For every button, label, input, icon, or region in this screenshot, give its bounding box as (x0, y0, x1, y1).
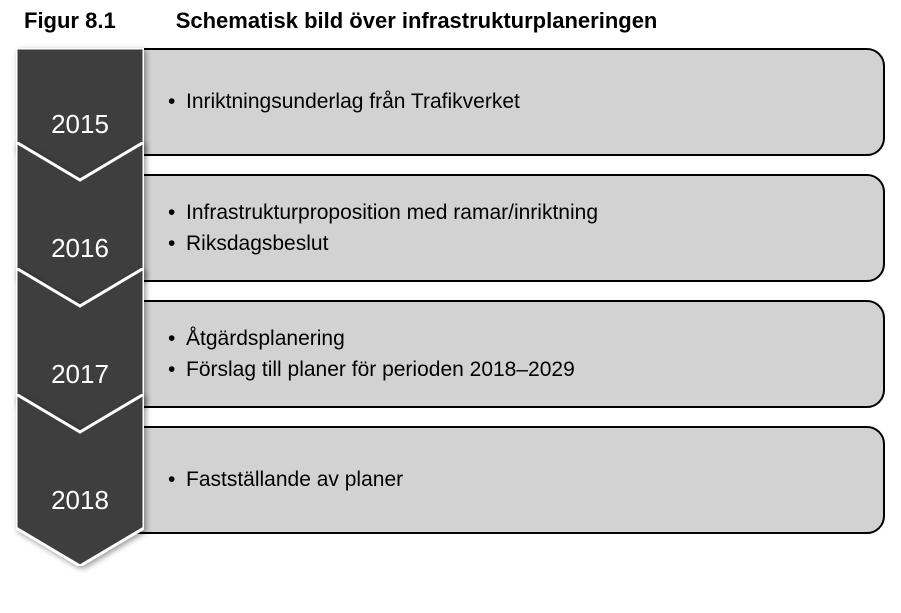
step-item: Förslag till planer för perioden 2018–20… (168, 354, 859, 386)
figure-title: Schematisk bild över infrastrukturplaner… (176, 8, 658, 34)
flow-step: 2016 Infrastrukturproposition med ramar/… (16, 174, 885, 282)
step-item: Riksdagsbeslut (168, 228, 859, 260)
flow-step: 2018 Fastställande av planer (16, 426, 885, 534)
year-label: 2017 (51, 359, 109, 389)
step-content: Inriktningsunderlag från Trafikverket (122, 48, 885, 156)
year-label: 2018 (51, 485, 109, 515)
year-chevron: 2016 (16, 174, 144, 282)
step-content: Åtgärdsplanering Förslag till planer för… (122, 300, 885, 408)
figure-label: Figur 8.1 (24, 8, 116, 34)
year-chevron: 2015 (16, 48, 144, 156)
figure-header: Figur 8.1 Schematisk bild över infrastru… (16, 8, 885, 34)
year-label: 2016 (51, 233, 109, 263)
step-item: Infrastrukturproposition med ramar/inrik… (168, 197, 859, 229)
step-item: Inriktningsunderlag från Trafikverket (168, 86, 859, 118)
year-chevron: 2017 (16, 300, 144, 408)
step-content: Fastställande av planer (122, 426, 885, 534)
year-label: 2015 (51, 109, 109, 139)
step-item: Fastställande av planer (168, 464, 859, 496)
step-content: Infrastrukturproposition med ramar/inrik… (122, 174, 885, 282)
year-chevron: 2018 (16, 426, 144, 534)
flow-step: 2017 Åtgärdsplanering Förslag till plane… (16, 300, 885, 408)
flow-step: 2015 Inriktningsunderlag från Trafikverk… (16, 48, 885, 156)
step-item: Åtgärdsplanering (168, 323, 859, 355)
flow-steps: 2015 Inriktningsunderlag från Trafikverk… (16, 48, 885, 534)
